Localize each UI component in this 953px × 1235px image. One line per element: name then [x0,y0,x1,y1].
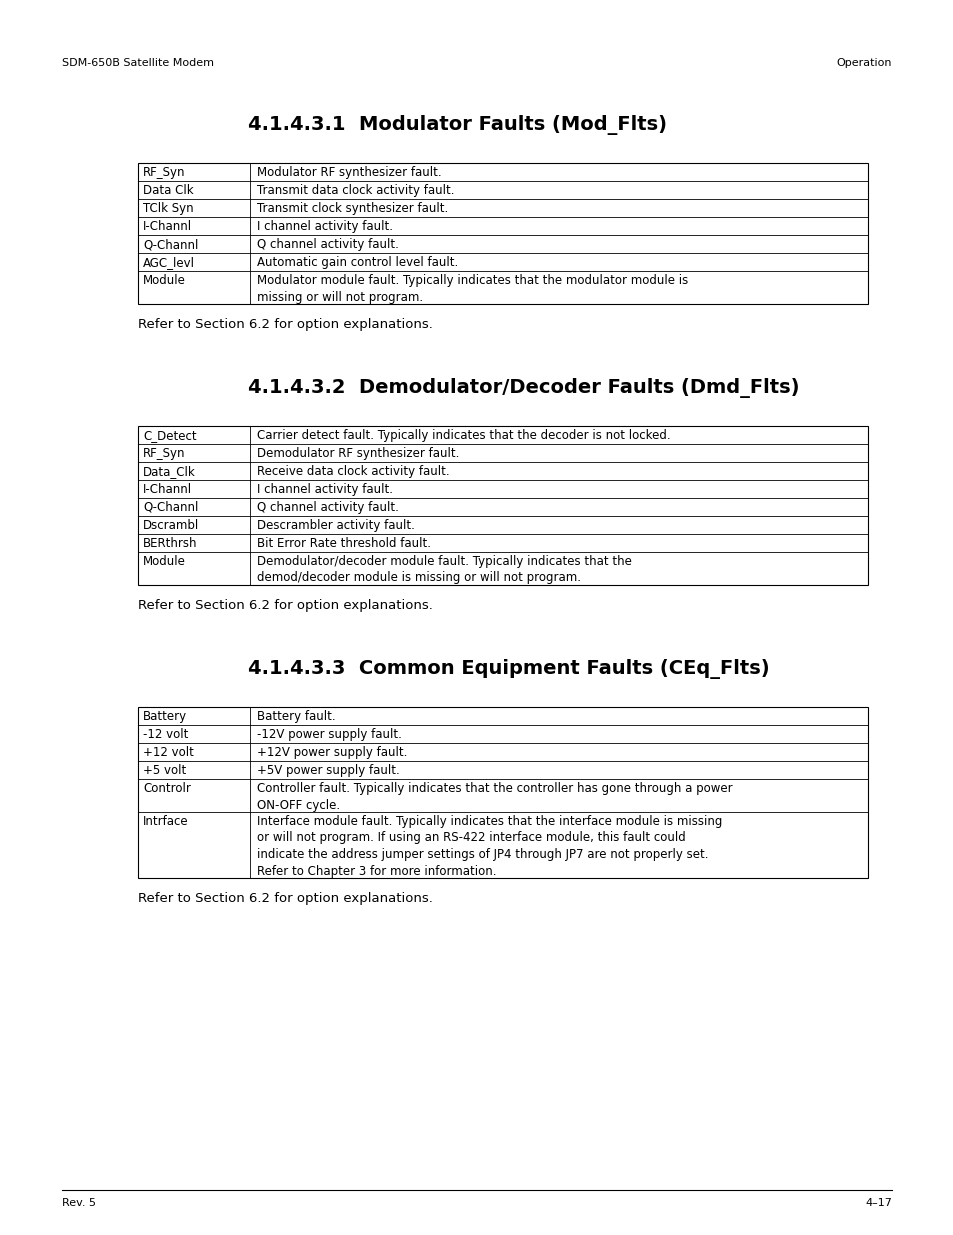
Text: Automatic gain control level fault.: Automatic gain control level fault. [256,256,457,269]
Text: Refer to Section 6.2 for option explanations.: Refer to Section 6.2 for option explanat… [138,317,433,331]
Text: Rev. 5: Rev. 5 [62,1198,96,1208]
Bar [138,706,867,878]
Text: 4–17: 4–17 [864,1198,891,1208]
Text: RF_Syn: RF_Syn [143,165,186,179]
Bar [138,426,867,585]
Text: 4.1.4.3.1  Modulator Faults (Mod_Flts): 4.1.4.3.1 Modulator Faults (Mod_Flts) [248,115,666,135]
Text: Modulator RF synthesizer fault.: Modulator RF synthesizer fault. [256,165,441,179]
Text: Battery fault.: Battery fault. [256,710,335,722]
Text: 4.1.4.3.2  Demodulator/Decoder Faults (Dmd_Flts): 4.1.4.3.2 Demodulator/Decoder Faults (Dm… [248,378,799,398]
Text: +12V power supply fault.: +12V power supply fault. [256,746,407,760]
Text: I channel activity fault.: I channel activity fault. [256,220,393,233]
Text: Q-Channl: Q-Channl [143,501,198,514]
Text: +5V power supply fault.: +5V power supply fault. [256,764,399,777]
Text: +5 volt: +5 volt [143,764,187,777]
Text: 4.1.4.3.3  Common Equipment Faults (CEq_Flts): 4.1.4.3.3 Common Equipment Faults (CEq_F… [248,659,769,679]
Text: Controlr: Controlr [143,782,191,795]
Text: Dscrambl: Dscrambl [143,519,199,532]
Text: Module: Module [143,555,186,568]
Text: Modulator module fault. Typically indicates that the modulator module is
missing: Modulator module fault. Typically indica… [256,274,687,304]
Bar [138,163,867,304]
Text: Data Clk: Data Clk [143,184,193,198]
Text: Receive data clock activity fault.: Receive data clock activity fault. [256,466,449,478]
Text: Descrambler activity fault.: Descrambler activity fault. [256,519,415,532]
Text: Q channel activity fault.: Q channel activity fault. [256,501,398,514]
Text: C_Detect: C_Detect [143,429,196,442]
Text: TClk Syn: TClk Syn [143,203,193,215]
Text: Module: Module [143,274,186,287]
Text: Interface module fault. Typically indicates that the interface module is missing: Interface module fault. Typically indica… [256,815,721,878]
Text: Bit Error Rate threshold fault.: Bit Error Rate threshold fault. [256,537,431,550]
Text: Q-Channl: Q-Channl [143,238,198,251]
Text: AGC_levl: AGC_levl [143,256,195,269]
Text: Transmit clock synthesizer fault.: Transmit clock synthesizer fault. [256,203,448,215]
Text: Demodulator RF synthesizer fault.: Demodulator RF synthesizer fault. [256,447,458,459]
Text: Data_Clk: Data_Clk [143,466,196,478]
Text: RF_Syn: RF_Syn [143,447,186,459]
Text: Transmit data clock activity fault.: Transmit data clock activity fault. [256,184,454,198]
Text: Intrface: Intrface [143,815,189,827]
Text: Q channel activity fault.: Q channel activity fault. [256,238,398,251]
Text: Controller fault. Typically indicates that the controller has gone through a pow: Controller fault. Typically indicates th… [256,782,732,811]
Text: Operation: Operation [836,58,891,68]
Text: BERthrsh: BERthrsh [143,537,197,550]
Text: -12V power supply fault.: -12V power supply fault. [256,727,401,741]
Text: +12 volt: +12 volt [143,746,194,760]
Text: Battery: Battery [143,710,187,722]
Text: Carrier detect fault. Typically indicates that the decoder is not locked.: Carrier detect fault. Typically indicate… [256,429,670,442]
Text: I-Channl: I-Channl [143,220,193,233]
Text: I channel activity fault.: I channel activity fault. [256,483,393,496]
Text: Demodulator/decoder module fault. Typically indicates that the
demod/decoder mod: Demodulator/decoder module fault. Typica… [256,555,631,584]
Text: I-Channl: I-Channl [143,483,193,496]
Text: SDM-650B Satellite Modem: SDM-650B Satellite Modem [62,58,213,68]
Text: Refer to Section 6.2 for option explanations.: Refer to Section 6.2 for option explanat… [138,599,433,613]
Text: Refer to Section 6.2 for option explanations.: Refer to Section 6.2 for option explanat… [138,892,433,905]
Text: -12 volt: -12 volt [143,727,189,741]
